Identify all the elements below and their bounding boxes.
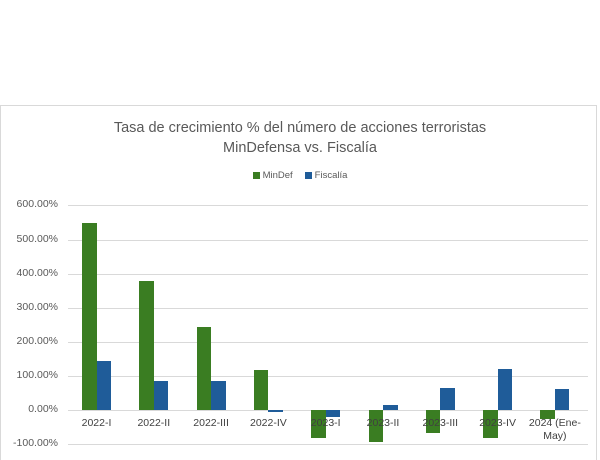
x-tick-label: 2023-II	[366, 417, 400, 429]
chart-legend: MinDef Fiscalía	[0, 170, 600, 181]
bar-fiscalia	[440, 387, 455, 410]
bar-mindef	[253, 369, 269, 410]
gridline	[68, 342, 588, 343]
bar-fiscalia	[268, 410, 283, 412]
x-tick-label: 2023-III	[422, 417, 459, 429]
bar-mindef	[425, 410, 441, 433]
x-tick-label: 2024 (Ene- May)	[528, 417, 581, 442]
chart-title: Tasa de crecimiento % del número de acci…	[113, 120, 487, 136]
chart-frame	[0, 105, 597, 460]
bar-mindef	[311, 410, 326, 438]
bar-mindef	[483, 410, 498, 438]
bar-mindef	[196, 326, 212, 410]
gridline	[68, 240, 588, 241]
y-tick-label: 300.00%	[16, 301, 58, 313]
y-tick-label: 200.00%	[16, 335, 58, 347]
bar-mindef	[82, 223, 97, 410]
bar-fiscalia	[497, 369, 513, 410]
y-tick-label: 400.00%	[16, 267, 58, 279]
x-tick-label: 2022-III	[193, 417, 229, 429]
x-tick-label: 2023-IV	[479, 417, 516, 429]
y-tick-label: 100.00%	[16, 369, 58, 381]
legend-swatch-mindef	[252, 172, 260, 179]
x-tick-label: 2022-I	[81, 417, 112, 429]
bar-fiscalia	[383, 405, 398, 410]
legend-label-mindef: MinDef	[262, 170, 293, 181]
y-tick-label: 0.00%	[28, 403, 58, 415]
bar-fiscalia	[211, 381, 226, 410]
gridline	[68, 376, 588, 377]
chart-subtitle: MinDefensa vs. Fiscalía	[223, 140, 377, 156]
legend-swatch-fiscalia	[304, 172, 312, 179]
legend-label-fiscalia: Fiscalía	[314, 170, 348, 181]
x-tick-label: 2023-I	[310, 417, 341, 429]
bar-mindef	[139, 280, 154, 410]
y-tick-label: 600.00%	[16, 198, 58, 210]
bar-fiscalia	[153, 381, 169, 410]
y-tick-label: -100.00%	[13, 437, 58, 449]
legend-item-fiscalia: Fiscalía	[304, 170, 348, 181]
gridline	[68, 308, 588, 309]
gridline	[68, 444, 588, 445]
bar-mindef	[368, 410, 383, 443]
gridline	[68, 274, 588, 275]
legend-item-mindef: MinDef	[252, 170, 293, 181]
y-tick-label: 500.00%	[16, 233, 58, 245]
bar-fiscalia	[325, 410, 341, 417]
bar-fiscalia	[96, 360, 111, 410]
x-tick-label: 2022-IV	[250, 417, 287, 429]
x-tick-label: 2022-II	[137, 417, 171, 429]
gridline	[68, 205, 588, 206]
bar-fiscalia	[554, 388, 570, 410]
bar-mindef	[540, 410, 555, 420]
